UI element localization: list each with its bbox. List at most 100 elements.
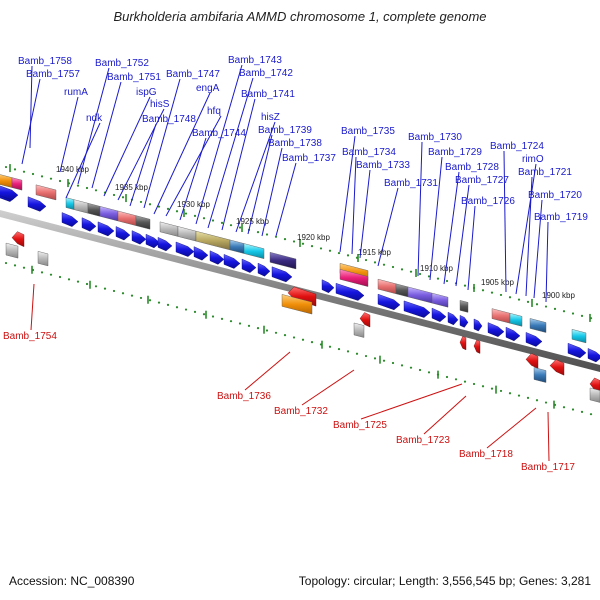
gene-label-bamb_1728: Bamb_1728 (445, 162, 499, 173)
feature-box (177, 226, 197, 242)
track-dot (562, 406, 566, 409)
track-dot (499, 293, 503, 297)
kbp-tick-label: 1940 kbp (56, 165, 89, 174)
gene-label-bamb_1758: Bamb_1758 (18, 56, 72, 67)
leader-line (503, 150, 507, 293)
track-dot (202, 313, 206, 316)
track-dot (202, 217, 206, 220)
track-dot (283, 238, 287, 241)
track-dot (238, 322, 242, 325)
track-dot (58, 179, 62, 183)
gene-label-bamb_1751: Bamb_1751 (107, 72, 161, 83)
leader-line (351, 156, 357, 255)
kbp-tick-label: 1930 kbp (177, 200, 210, 209)
track-dot (193, 310, 197, 313)
reverse-gene-arrow (549, 359, 565, 376)
gene-features (0, 174, 600, 403)
forward-gene-arrow (459, 315, 469, 328)
gene-label-bamb_1742: Bamb_1742 (239, 68, 293, 79)
track-dot (517, 298, 521, 301)
gene-label-hisz: hisZ (261, 112, 280, 123)
track-dot (94, 189, 98, 192)
track-dot (355, 352, 359, 355)
track-dot (265, 329, 269, 332)
leader-line (29, 65, 33, 149)
reverse-gene-arrow (459, 336, 467, 351)
track-dot (238, 226, 242, 229)
track-dot (526, 300, 530, 303)
leader-line (207, 77, 254, 229)
forward-gene-arrow (335, 283, 365, 301)
track-dot (76, 280, 80, 283)
feature-box (117, 210, 137, 226)
gene-label-bamb_1721: Bamb_1721 (518, 167, 572, 178)
feature-box (73, 199, 89, 214)
track-dot (274, 235, 278, 238)
track-dot (130, 294, 134, 297)
gene-label-bamb_1717: Bamb_1717 (521, 462, 575, 473)
gene-label-ndk: ndk (86, 113, 103, 124)
forward-gene-arrow (403, 300, 431, 318)
gene-label-bamb_1723: Bamb_1723 (396, 435, 450, 446)
track-dot (373, 357, 377, 360)
leader-line (275, 162, 297, 237)
gene-label-bamb_1719: Bamb_1719 (534, 212, 588, 223)
feature-box (229, 239, 245, 254)
track-dot (400, 268, 404, 271)
track-dot (310, 245, 314, 248)
track-dot (517, 394, 521, 397)
track-dot (175, 306, 179, 309)
kbp-tick-label: 1915 kbp (358, 248, 391, 257)
forward-gene-arrow (223, 254, 241, 269)
kbp-tick-label: 1935 kbp (115, 183, 148, 192)
gene-label-bamb_1754: Bamb_1754 (3, 331, 57, 342)
kbp-tick-label: 1900 kbp (542, 291, 575, 300)
gene-label-bamb_1718: Bamb_1718 (459, 449, 513, 460)
feature-box (5, 242, 19, 259)
track-dot (382, 359, 386, 362)
forward-gene-arrow (193, 246, 209, 261)
map-title: Burkholderia ambifaria AMMD chromosome 1… (113, 9, 487, 24)
gene-label-bamb_1732: Bamb_1732 (274, 406, 328, 417)
track-dot (247, 324, 251, 327)
leader-line (244, 351, 291, 391)
track-dot (49, 273, 53, 276)
track-dot (13, 264, 17, 267)
track-dot (445, 279, 449, 283)
leader-line (429, 156, 443, 281)
track-dot (121, 292, 125, 295)
track-dot (337, 347, 341, 351)
leader-line (525, 176, 533, 297)
forward-gene-arrow (587, 348, 600, 363)
track-dot (364, 354, 368, 358)
feature-box (11, 177, 23, 191)
feature-box (589, 387, 600, 403)
leader-line (153, 92, 211, 215)
forward-gene-arrow (0, 185, 19, 201)
forward-gene-arrow (27, 196, 47, 212)
track-dot (391, 361, 395, 365)
feature-box (87, 202, 101, 217)
track-dot (346, 350, 350, 353)
feature-box (491, 308, 511, 324)
track-dot (301, 242, 305, 245)
track-dot (166, 303, 170, 306)
leader-line (417, 141, 423, 277)
track-dot (85, 186, 89, 190)
feature-box (195, 230, 231, 251)
feature-box (37, 251, 49, 267)
track-dot (40, 175, 44, 178)
track-dot (400, 364, 404, 367)
track-dot (256, 327, 260, 330)
track-dot (229, 320, 233, 323)
kbp-tick-label: 1910 kbp (420, 264, 453, 273)
track-dot (463, 284, 467, 287)
feature-box (529, 318, 547, 333)
track-dot (229, 224, 233, 227)
leader-line (533, 199, 543, 299)
track-dot (580, 314, 584, 317)
forward-gene-arrow (321, 279, 335, 294)
gene-label-bamb_1731: Bamb_1731 (384, 178, 438, 189)
track-dot (589, 413, 593, 416)
